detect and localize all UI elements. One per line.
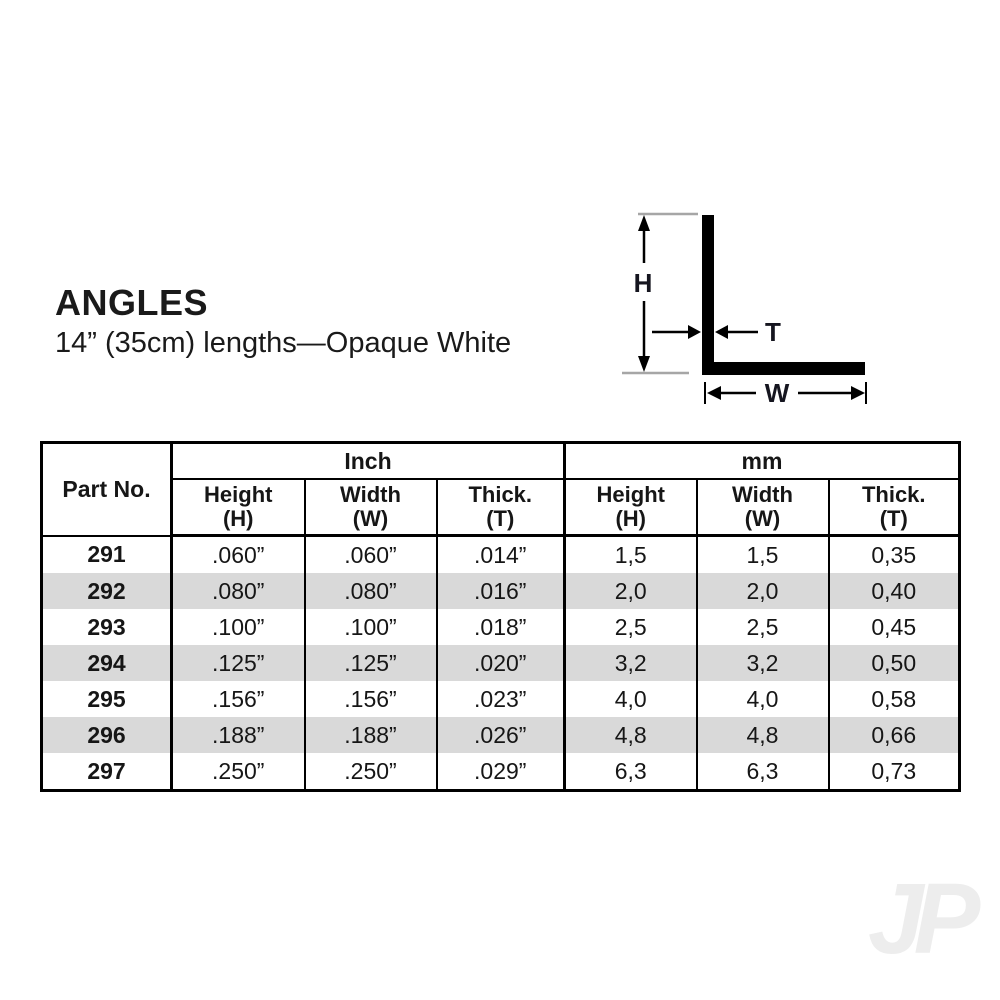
group-header-inch: Inch — [171, 442, 566, 480]
spec-cell: .016” — [436, 573, 566, 609]
spec-cell: .023” — [436, 681, 566, 717]
spec-cell: .080” — [304, 573, 438, 609]
spec-cell: 0,45 — [871, 613, 917, 640]
col-header-mm-width: Width (W) — [696, 479, 830, 537]
spec-cell: 4,8 — [696, 717, 830, 753]
table-row: 296 .188” .188” .026” 4,8 4,8 0,66 — [41, 717, 960, 753]
spec-cell: .029” — [436, 753, 566, 791]
col-header-mm-height: Height (H) — [564, 479, 698, 537]
table-row: 291 .060” .060” .014” 1,5 1,5 0,35 — [41, 535, 960, 573]
col-header-mm-thick: Thick. (T) — [828, 479, 960, 537]
spec-cell: .250” — [171, 753, 306, 791]
spec-cell: .125” — [171, 645, 306, 681]
w-arrow-left-icon — [707, 386, 721, 400]
spec-cell: .060” — [304, 535, 438, 573]
spec-cell: .026” — [436, 717, 566, 753]
spec-cell: 2,5 — [564, 609, 698, 645]
table-row: 293 .100” .100” .018” 2,5 2,5 0,45 — [41, 609, 960, 645]
col-header-part-no: Part No. — [41, 442, 173, 537]
col-header-inch-width: Width (W) — [304, 479, 438, 537]
jp-watermark-logo: JP — [868, 863, 980, 975]
spec-cell: .125” — [304, 645, 438, 681]
spec-cell: .014” — [436, 535, 566, 573]
col-header-inch-height: Height (H) — [171, 479, 306, 537]
spec-cell: 2,0 — [696, 573, 830, 609]
spec-cell: .188” — [171, 717, 306, 753]
w-arrow-right-icon — [851, 386, 865, 400]
spec-cell: 3,2 — [696, 645, 830, 681]
spec-cell: 0,66 — [871, 721, 917, 748]
spec-cell: 0,58 — [871, 685, 917, 712]
spec-cell: 4,0 — [696, 681, 830, 717]
spec-cell: 0,50 — [871, 649, 917, 676]
spec-table-container: Part No. Inch mm Height (H) Width (W) Th… — [40, 441, 961, 792]
part-cell: 297 — [41, 753, 173, 791]
col-header-inch-thick: Thick. (T) — [436, 479, 566, 537]
title-block: ANGLES 14” (35cm) lengths—Opaque White — [55, 284, 511, 360]
t-arrow-left-icon — [715, 325, 728, 339]
table-row: 297 .250” .250” .029” 6,3 6,3 0,73 — [41, 753, 960, 791]
spec-cell: 2,5 — [696, 609, 830, 645]
spec-cell: .100” — [304, 609, 438, 645]
spec-cell: 0,40 — [871, 577, 917, 604]
spec-cell: .156” — [171, 681, 306, 717]
angle-diagram: H T W — [622, 212, 867, 408]
spec-cell: .080” — [171, 573, 306, 609]
h-arrow-up-icon — [638, 215, 650, 231]
spec-cell: 0,73 — [871, 757, 917, 784]
width-dim-label: W — [765, 378, 790, 408]
spec-cell: .250” — [304, 753, 438, 791]
t-arrow-right-icon — [688, 325, 701, 339]
spec-cell: 1,5 — [564, 535, 698, 573]
spec-cell: 2,0 — [564, 573, 698, 609]
spec-cell: 0,35 — [871, 541, 917, 568]
part-cell: 292 — [41, 573, 173, 609]
table-row: 295 .156” .156” .023” 4,0 4,0 0,58 — [41, 681, 960, 717]
table-row: 292 .080” .080” .016” 2,0 2,0 0,40 — [41, 573, 960, 609]
spec-cell: .188” — [304, 717, 438, 753]
height-dim-label: H — [634, 268, 653, 298]
group-header-mm: mm — [564, 442, 960, 480]
spec-cell: .156” — [304, 681, 438, 717]
spec-table: Part No. Inch mm Height (H) Width (W) Th… — [40, 441, 961, 792]
spec-cell: .060” — [171, 535, 306, 573]
page-subtitle: 14” (35cm) lengths—Opaque White — [55, 326, 512, 359]
spec-cell: 4,0 — [564, 681, 698, 717]
angle-horizontal-leg — [702, 362, 865, 375]
spec-cell: 6,3 — [696, 753, 830, 791]
spec-cell: .020” — [436, 645, 566, 681]
spec-cell: .100” — [171, 609, 306, 645]
spec-cell: 4,8 — [564, 717, 698, 753]
spec-cell: .018” — [436, 609, 566, 645]
table-row: 294 .125” .125” .020” 3,2 3,2 0,50 — [41, 645, 960, 681]
angle-vertical-leg — [702, 215, 714, 375]
spec-cell: 1,5 — [696, 535, 830, 573]
thickness-dim-label: T — [765, 317, 781, 347]
page-title: ANGLES — [55, 282, 209, 323]
h-arrow-down-icon — [638, 356, 650, 372]
group-header-row: Part No. Inch mm — [41, 442, 960, 537]
part-cell: 291 — [41, 535, 173, 573]
part-cell: 293 — [41, 609, 173, 645]
part-cell: 296 — [41, 717, 173, 753]
part-cell: 295 — [41, 681, 173, 717]
spec-cell: 6,3 — [564, 753, 698, 791]
spec-cell: 3,2 — [564, 645, 698, 681]
sub-header-row: Height (H) Width (W) Thick. (T) Height (… — [42, 479, 960, 537]
part-cell: 294 — [41, 645, 173, 681]
